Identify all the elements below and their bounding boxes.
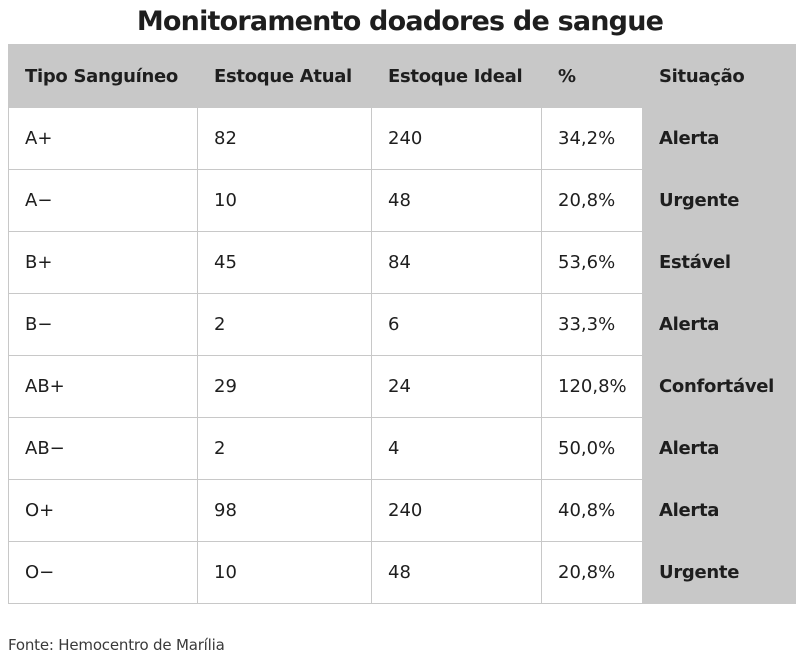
table-row: O+ 98 240 40,8% Alerta	[8, 479, 796, 542]
cell-percent: 40,8%	[541, 479, 643, 542]
cell-ideal-stock: 6	[371, 293, 542, 356]
cell-current-stock: 10	[197, 169, 372, 232]
cell-percent: 34,2%	[541, 107, 643, 170]
cell-ideal-stock: 48	[371, 541, 542, 604]
page-title: Monitoramento doadores de sangue	[136, 6, 664, 37]
cell-current-stock: 2	[197, 417, 372, 480]
cell-status: Alerta	[642, 293, 796, 356]
cell-current-stock: 82	[197, 107, 372, 170]
cell-percent: 20,8%	[541, 541, 643, 604]
cell-ideal-stock: 24	[371, 355, 542, 418]
cell-blood-type: O−	[8, 541, 198, 604]
cell-status: Alerta	[642, 107, 796, 170]
cell-percent: 50,0%	[541, 417, 643, 480]
cell-percent: 33,3%	[541, 293, 643, 356]
cell-percent: 120,8%	[541, 355, 643, 418]
cell-blood-type: AB−	[8, 417, 198, 480]
cell-ideal-stock: 4	[371, 417, 542, 480]
table-row: AB+ 29 24 120,8% Confortável	[8, 355, 796, 418]
cell-status: Estável	[642, 231, 796, 294]
column-header-status: Situação	[642, 44, 796, 108]
cell-status: Alerta	[642, 479, 796, 542]
column-header-percent: %	[541, 44, 643, 108]
source-note: Fonte: Hemocentro de Marília	[8, 636, 225, 654]
table-row: A− 10 48 20,8% Urgente	[8, 169, 796, 232]
cell-ideal-stock: 240	[371, 479, 542, 542]
cell-status: Urgente	[642, 169, 796, 232]
cell-status: Confortável	[642, 355, 796, 418]
cell-current-stock: 45	[197, 231, 372, 294]
cell-blood-type: O+	[8, 479, 198, 542]
cell-blood-type: A−	[8, 169, 198, 232]
column-header-blood-type: Tipo Sanguíneo	[8, 44, 198, 108]
column-header-ideal-stock: Estoque Ideal	[371, 44, 542, 108]
cell-current-stock: 98	[197, 479, 372, 542]
table-header-row: Tipo Sanguíneo Estoque Atual Estoque Ide…	[8, 44, 796, 108]
blood-stock-table: Tipo Sanguíneo Estoque Atual Estoque Ide…	[8, 44, 796, 604]
cell-ideal-stock: 84	[371, 231, 542, 294]
table-row: O− 10 48 20,8% Urgente	[8, 541, 796, 604]
column-header-current-stock: Estoque Atual	[197, 44, 372, 108]
table-row: A+ 82 240 34,2% Alerta	[8, 107, 796, 170]
cell-current-stock: 10	[197, 541, 372, 604]
cell-blood-type: B−	[8, 293, 198, 356]
cell-percent: 53,6%	[541, 231, 643, 294]
cell-blood-type: B+	[8, 231, 198, 294]
cell-blood-type: AB+	[8, 355, 198, 418]
cell-status: Urgente	[642, 541, 796, 604]
cell-current-stock: 29	[197, 355, 372, 418]
cell-current-stock: 2	[197, 293, 372, 356]
cell-blood-type: A+	[8, 107, 198, 170]
cell-ideal-stock: 48	[371, 169, 542, 232]
cell-status: Alerta	[642, 417, 796, 480]
cell-percent: 20,8%	[541, 169, 643, 232]
table-row: AB− 2 4 50,0% Alerta	[8, 417, 796, 480]
cell-ideal-stock: 240	[371, 107, 542, 170]
table-row: B+ 45 84 53,6% Estável	[8, 231, 796, 294]
table-row: B− 2 6 33,3% Alerta	[8, 293, 796, 356]
